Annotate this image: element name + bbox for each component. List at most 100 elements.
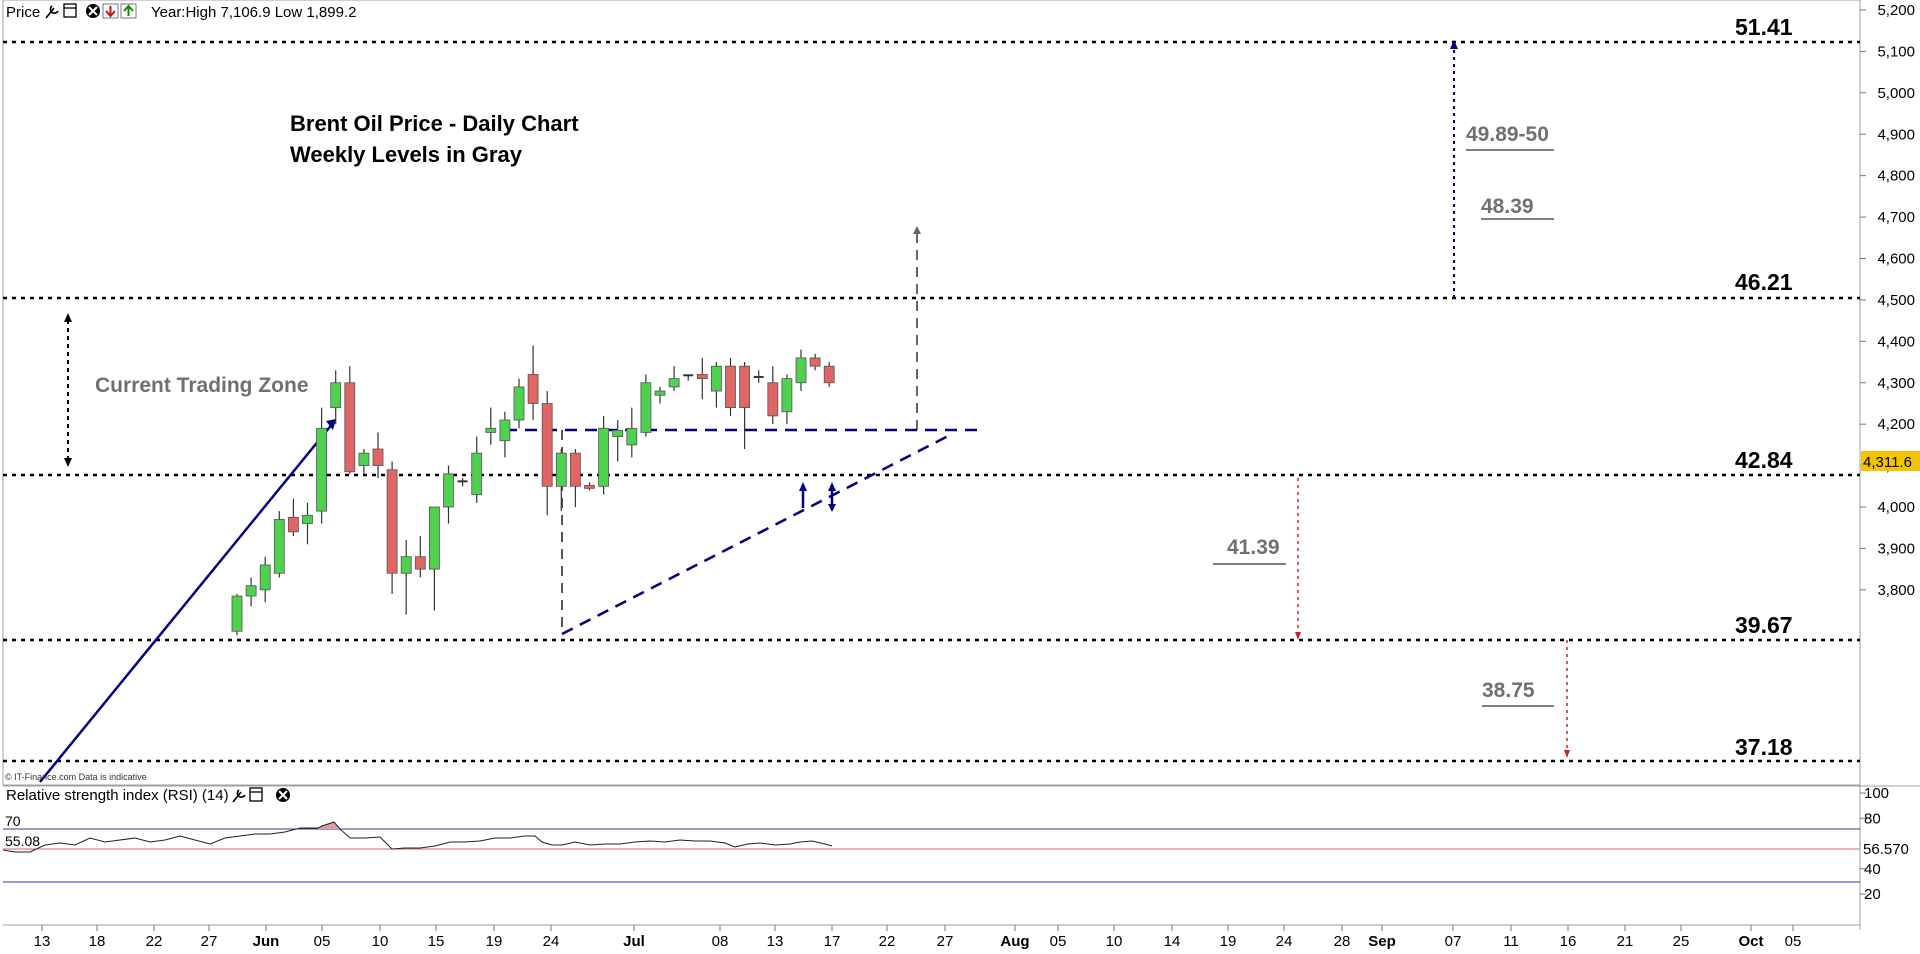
date-tick-label: Oct	[1738, 933, 1763, 950]
date-tick-label: 19	[486, 933, 503, 950]
date-tick-label: 15	[428, 933, 445, 950]
current-price-label: 4,311.6	[1863, 454, 1912, 471]
level-label-42-84: 42.84	[1735, 447, 1793, 473]
rsi-tick-label: 20	[1864, 886, 1881, 903]
price-tick-label: 4,400	[1877, 333, 1915, 350]
chart-toolbar: Price Year:High 7,106.9 Low 1,899.2	[6, 3, 356, 21]
date-tick-label: 05	[1785, 933, 1802, 950]
candle	[428, 506, 440, 611]
price-axis: 5,200 5,100 5,000 4,900 4,800 4,700 4,600 4,500…	[1860, 2, 1915, 599]
date-tick-label: 25	[1673, 933, 1690, 950]
uptrend-line	[39, 422, 334, 783]
candle-body-up	[259, 564, 271, 591]
date-tick-label: 07	[1445, 933, 1462, 950]
window-icon[interactable]	[63, 3, 77, 18]
date-tick-label: 16	[1560, 933, 1577, 950]
candle	[795, 349, 807, 392]
candle-body-up	[400, 556, 412, 574]
candle-body-up	[598, 427, 609, 487]
candle-body-up	[513, 386, 525, 421]
rsi-window-icon[interactable]	[249, 787, 263, 802]
candle-body-up	[626, 427, 638, 446]
close-icon[interactable]	[86, 4, 100, 18]
level-lines	[3, 40, 1860, 763]
candle	[457, 478, 468, 487]
rsi-wrench-icon[interactable]	[232, 789, 246, 803]
date-tick-label: 22	[146, 933, 163, 950]
candles	[231, 345, 835, 636]
date-axis: 13 18 22 27 Jun 05 10 15 19 24 Jul 08 13 17 22 27 Aug 05 1…	[34, 925, 1802, 950]
date-tick-label: 10	[372, 933, 389, 950]
candle	[330, 370, 342, 425]
bounce-arrow-2	[828, 482, 836, 512]
candle	[725, 357, 736, 416]
level-label-51-41: 51.41	[1735, 14, 1793, 40]
candle	[683, 374, 694, 381]
uptrend-arrowhead	[326, 419, 336, 430]
candle	[259, 556, 271, 603]
candle-body-up	[654, 390, 666, 396]
move-up-icon[interactable]	[120, 3, 137, 19]
red-arrowhead-2	[1564, 750, 1570, 758]
candle	[809, 353, 821, 371]
candle	[767, 366, 779, 425]
candle-body-down	[739, 365, 750, 408]
date-tick-label: 11	[1503, 933, 1519, 950]
candle	[570, 449, 581, 507]
weekly-label-49-89: 49.89-50	[1466, 123, 1549, 146]
rsi-label: Relative strength index (RSI) (14)	[6, 787, 229, 804]
move-down-icon[interactable]	[102, 3, 119, 19]
candle	[739, 362, 750, 450]
candle-body-up	[471, 452, 483, 495]
date-tick-label: 22	[879, 933, 896, 950]
candle	[584, 482, 595, 491]
weekly-label-38-75: 38.75	[1482, 679, 1535, 702]
date-tick-label: 24	[1276, 933, 1293, 950]
date-tick-label: 21	[1617, 933, 1634, 950]
price-tick-label: 4,000	[1877, 499, 1915, 516]
year-range: Year:High 7,106.9 Low 1,899.2	[151, 4, 356, 21]
price-tick-label: 3,900	[1877, 540, 1915, 557]
candle	[358, 449, 370, 474]
candle	[541, 391, 553, 516]
candle	[781, 374, 793, 425]
price-tick-label: 4,900	[1877, 126, 1915, 143]
level-labels: 51.41 46.21 42.84 39.67 37.18	[1735, 14, 1793, 760]
candle	[245, 577, 257, 607]
candle-body-up	[316, 427, 328, 512]
rsi-close-icon[interactable]	[276, 788, 290, 802]
candle	[344, 366, 356, 474]
rsi-tick-label: 100	[1864, 785, 1889, 802]
candle	[400, 540, 412, 615]
date-tick-label: Sep	[1368, 933, 1396, 950]
candle	[823, 362, 835, 387]
triangle-support	[561, 432, 953, 636]
blue-arrowhead	[1450, 40, 1458, 49]
candle-body-up	[443, 473, 454, 508]
date-tick-label: 27	[201, 933, 218, 950]
wrench-icon[interactable]	[45, 5, 59, 19]
weekly-levels: 49.89-50 48.39 41.39 38.75	[1213, 123, 1554, 707]
candle	[273, 511, 285, 578]
price-tick-label: 4,200	[1877, 416, 1915, 433]
candle-body-up	[231, 595, 243, 632]
price-tick-label: 5,000	[1877, 85, 1915, 102]
candle	[711, 362, 722, 408]
candle	[626, 407, 638, 458]
candle	[612, 420, 624, 462]
candle-body-down	[767, 382, 779, 417]
date-tick-label: 27	[937, 933, 954, 950]
candle-body-up	[428, 506, 440, 570]
candle-body-up	[711, 365, 722, 392]
price-tick-label: 4,600	[1877, 251, 1915, 268]
rsi-tick-label: 80	[1864, 810, 1881, 827]
main-plot-frame	[2, 0, 1861, 786]
candle-body-up	[640, 382, 652, 433]
candle-body-up	[302, 514, 313, 524]
candle	[386, 461, 398, 594]
date-tick-label: 18	[89, 933, 106, 950]
price-tick-label: 5,200	[1877, 2, 1915, 19]
price-tick-label: 4,300	[1877, 375, 1915, 392]
rsi-line	[2, 821, 833, 853]
date-tick-label: 13	[767, 933, 784, 950]
